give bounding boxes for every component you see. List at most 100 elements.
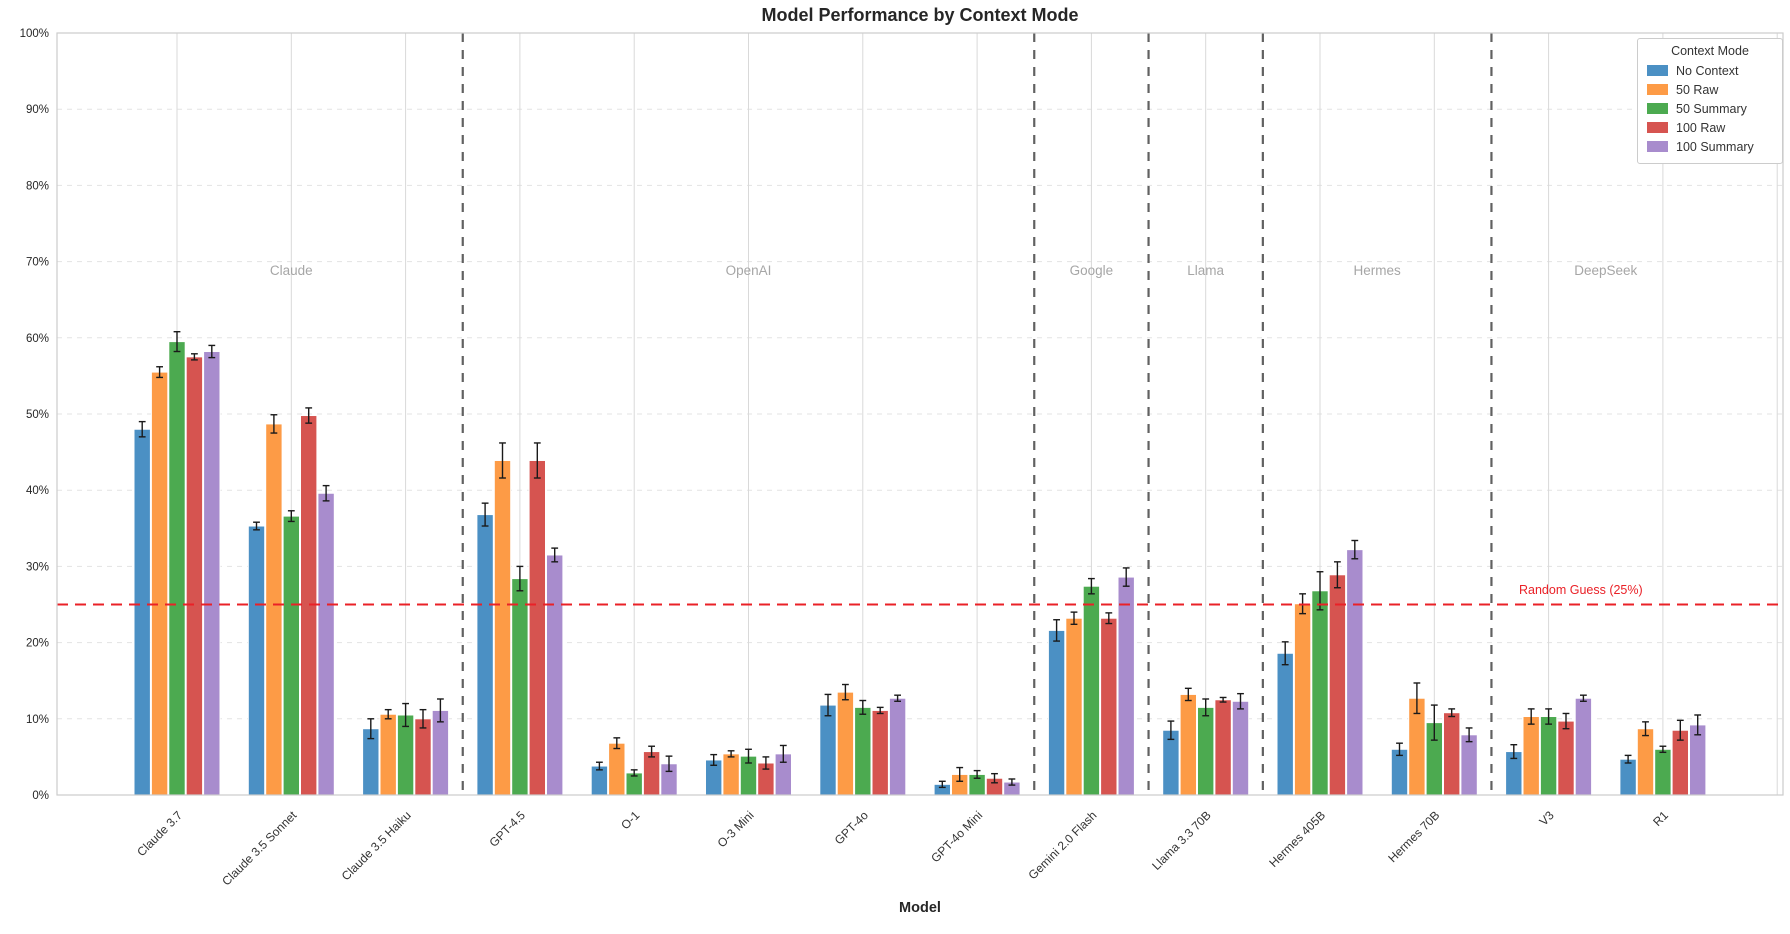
bar-50-raw-1: [150, 371, 169, 796]
legend-item-100-raw: 100 Raw: [1647, 118, 1773, 137]
bar-100-raw-12: [1443, 712, 1461, 796]
bar-50-raw-2: [265, 423, 283, 796]
legend-item-label: 50 Raw: [1676, 82, 1719, 97]
bar-100-summary-1: [203, 351, 221, 796]
x-tick-label-4: GPT-4.5: [487, 808, 529, 850]
legend-swatch: [1647, 65, 1668, 76]
bar-50-summary-14: [1654, 748, 1672, 796]
x-tick-label-14: R1: [1650, 808, 1671, 829]
bar-100-raw-3: [414, 718, 432, 796]
x-tick-label-9: Gemini 2.0 Flash: [1025, 808, 1099, 882]
bar-50-raw-9: [1065, 617, 1083, 796]
bar-100-raw-4: [528, 459, 546, 796]
bar-50-raw-7: [836, 691, 855, 796]
y-tick-label: 100%: [20, 28, 49, 40]
legend-item-label: 100 Raw: [1676, 120, 1726, 135]
bar-50-summary-7: [854, 706, 872, 796]
bar-100-summary-4: [546, 554, 564, 796]
legend-swatch: [1647, 84, 1668, 95]
bar-no-context-4: [476, 514, 494, 796]
bar-100-raw-9: [1100, 617, 1118, 796]
legend-item-50-raw: 50 Raw: [1647, 80, 1773, 99]
bar-no-context-7: [819, 704, 837, 796]
bar-no-context-2: [247, 525, 266, 796]
y-tick-label: 70%: [26, 257, 49, 269]
legend-swatch: [1647, 141, 1668, 152]
bar-50-raw-11: [1293, 603, 1312, 796]
y-tick-label: 60%: [26, 333, 49, 345]
bar-100-summary-9: [1117, 576, 1135, 796]
y-tick-label: 30%: [26, 561, 49, 573]
bar-100-summary-13: [1574, 697, 1593, 796]
y-tick-label: 10%: [26, 714, 49, 726]
legend-item-50-summary: 50 Summary: [1647, 99, 1773, 118]
legend: Context Mode No Context 50 Raw 50 Summary 1…: [1637, 38, 1783, 164]
bar-100-raw-13: [1557, 720, 1575, 796]
legend-item-100-summary: 100 Summary: [1647, 137, 1773, 156]
bar-50-raw-3: [379, 713, 397, 796]
bar-50-raw-13: [1522, 716, 1540, 796]
bar-no-context-1: [133, 428, 151, 796]
bar-100-raw-10: [1214, 699, 1232, 796]
bar-50-raw-5: [608, 742, 626, 796]
bar-100-summary-12: [1460, 734, 1478, 796]
legend-swatch: [1647, 103, 1668, 114]
bar-100-summary-2: [317, 492, 335, 796]
y-tick-label: 40%: [26, 485, 49, 497]
bar-100-raw-1: [185, 356, 204, 796]
bar-50-summary-13: [1539, 716, 1558, 796]
plot-border: [56, 32, 1784, 796]
x-tick-label-6: O-3 Mini: [715, 808, 757, 850]
y-tick-label: 80%: [26, 180, 49, 192]
bar-100-summary-7: [888, 697, 907, 796]
x-tick-label-12: Hermes 70B: [1385, 808, 1442, 865]
bar-50-raw-14: [1636, 728, 1655, 796]
vendor-label-claude: Claude: [270, 263, 313, 278]
bar-no-context-11: [1276, 652, 1294, 796]
bar-50-summary-2: [282, 515, 301, 796]
vendor-label-openai: OpenAI: [726, 263, 772, 278]
vendor-label-llama: Llama: [1187, 263, 1224, 278]
bar-50-summary-1: [168, 341, 186, 796]
x-tick-label-11: Hermes 405B: [1266, 808, 1328, 870]
bar-100-summary-11: [1346, 549, 1364, 796]
bar-50-raw-10: [1179, 693, 1197, 796]
x-tick-label-1: Claude 3.7: [134, 808, 185, 859]
bar-50-summary-11: [1311, 590, 1329, 796]
y-tick-label: 20%: [26, 638, 49, 650]
bar-100-raw-5: [642, 751, 661, 796]
x-tick-label-2: Claude 3.5 Sonnet: [219, 808, 300, 889]
y-tick-label: 0%: [32, 790, 49, 802]
bar-50-summary-10: [1197, 706, 1215, 796]
legend-item-label: No Context: [1676, 63, 1739, 78]
x-axis-title: Model: [899, 900, 941, 916]
legend-item-no-context: No Context: [1647, 61, 1773, 80]
x-tick-label-13: V3: [1536, 808, 1557, 829]
x-tick-label-10: Llama 3.3 70B: [1149, 808, 1214, 873]
chart-title: Model Performance by Context Mode: [761, 5, 1079, 25]
legend-swatch: [1647, 122, 1668, 133]
reference-line-label: Random Guess (25%): [1519, 583, 1643, 597]
vendor-label-deepseek: DeepSeek: [1574, 263, 1637, 278]
y-tick-label: 50%: [26, 409, 49, 421]
bar-50-raw-4: [493, 459, 512, 796]
x-tick-label-3: Claude 3.5 Haiku: [339, 808, 414, 883]
bar-50-summary-4: [511, 578, 529, 796]
legend-title: Context Mode: [1671, 44, 1749, 58]
legend-item-label: 50 Summary: [1676, 101, 1747, 116]
x-tick-label-5: O-1: [618, 808, 642, 832]
y-tick-label: 90%: [26, 104, 49, 116]
vendor-label-google: Google: [1070, 263, 1114, 278]
bar-no-context-9: [1047, 629, 1066, 796]
bar-100-summary-10: [1231, 700, 1250, 796]
bar-100-raw-7: [871, 709, 889, 796]
x-tick-label-8: GPT-4o Mini: [928, 808, 985, 865]
vendor-label-hermes: Hermes: [1354, 263, 1402, 278]
bar-50-raw-6: [722, 753, 740, 796]
bar-50-summary-9: [1082, 585, 1101, 796]
x-tick-label-7: GPT-4o: [832, 808, 871, 847]
legend-items: No Context 50 Raw 50 Summary 100 Raw 100 Sum…: [1647, 61, 1773, 156]
legend-item-label: 100 Summary: [1676, 139, 1754, 154]
